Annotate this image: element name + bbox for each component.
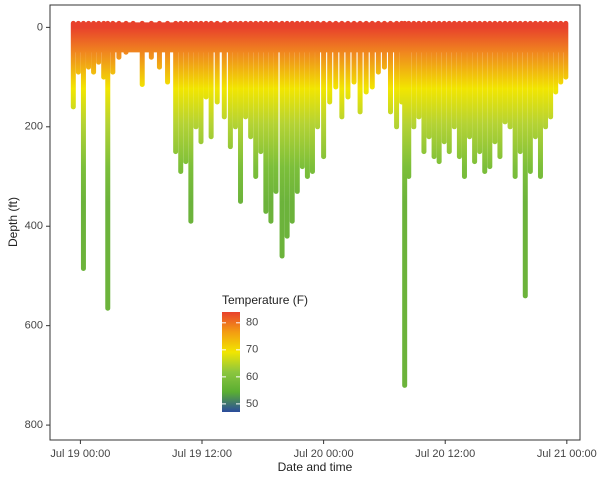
- colorbar-label: 60: [246, 371, 258, 383]
- x-tick-label: Jul 21 00:00: [537, 448, 597, 460]
- colorbar: [222, 312, 240, 412]
- x-tick-label: Jul 20 00:00: [294, 448, 354, 460]
- x-tick-label: Jul 19 12:00: [172, 448, 232, 460]
- x-tick-label: Jul 20 12:00: [415, 448, 475, 460]
- y-tick-label: 200: [25, 121, 43, 133]
- legend-title: Temperature (F): [222, 293, 308, 307]
- colorbar-label: 50: [246, 398, 258, 410]
- y-tick-label: 600: [25, 320, 43, 332]
- y-tick-label: 400: [25, 220, 43, 232]
- y-tick-label: 800: [25, 419, 43, 431]
- y-axis-title: Depth (ft): [6, 197, 20, 247]
- y-tick-label: 0: [37, 21, 43, 33]
- x-tick-label: Jul 19 00:00: [50, 448, 110, 460]
- colorbar-label: 70: [246, 344, 258, 356]
- colorbar-label: 80: [246, 317, 258, 329]
- x-axis-title: Date and time: [278, 460, 353, 474]
- plot-area: [70, 20, 569, 388]
